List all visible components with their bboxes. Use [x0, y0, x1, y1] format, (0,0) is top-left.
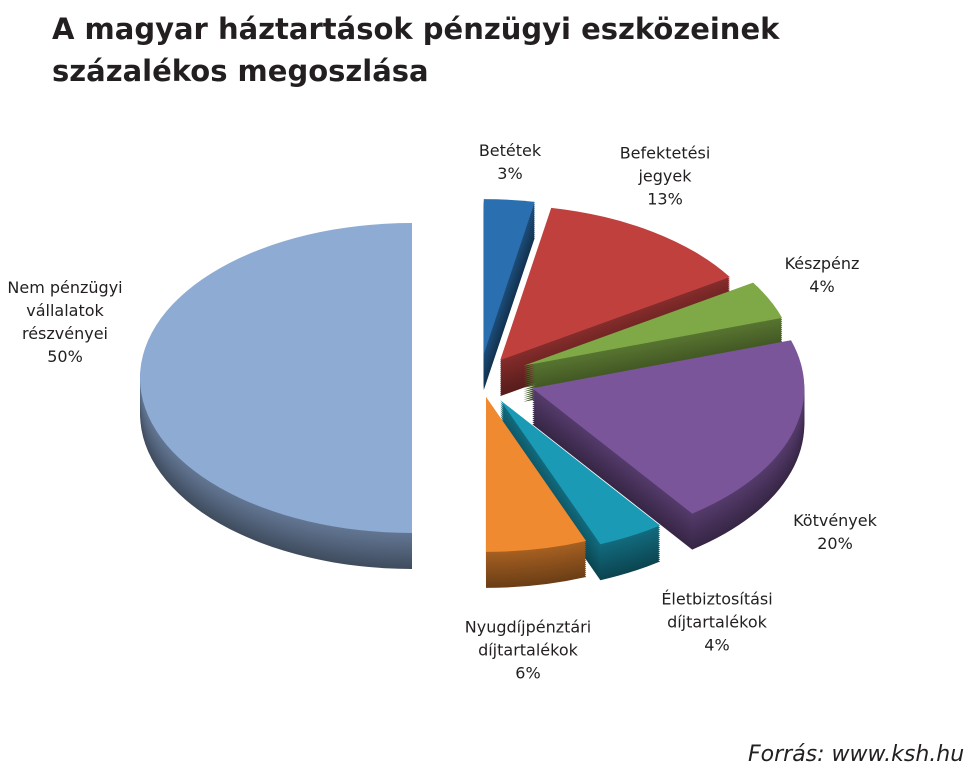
category-label: Készpénz: [784, 254, 860, 273]
slice-label: Készpénz 4%: [777, 252, 867, 298]
value-label: 13%: [647, 189, 683, 209]
slice: [500, 207, 730, 361]
slice-label: Életbiztosítási díjtartalékok 4%: [642, 588, 792, 657]
chart-title: A magyar háztartások pénzügyi eszközeine…: [52, 12, 780, 88]
slice: [523, 282, 783, 366]
slice-label: Kötvények 20%: [780, 509, 890, 555]
slice: [483, 199, 535, 355]
slice: [485, 396, 587, 552]
slice-label: Betétek 3%: [465, 139, 555, 185]
category-label: Betétek: [478, 141, 542, 160]
value-label: 50%: [47, 347, 83, 366]
slice: [140, 223, 412, 533]
category-label: Kötvények: [793, 511, 877, 530]
value-label: 4%: [809, 277, 835, 296]
value-label: 20%: [817, 534, 853, 553]
category-label: Nyugdíjpénztári díjtartalékok: [464, 617, 592, 660]
value-label: 4%: [704, 635, 730, 655]
slice-tops: [140, 199, 805, 552]
slice-label: Nyugdíjpénztári díjtartalékok 6%: [443, 616, 613, 685]
slice-label: Nem pénzügyi vállalatok részvényei 50%: [0, 276, 133, 368]
category-label: Befektetési jegyek: [619, 143, 711, 186]
slice: [500, 400, 661, 545]
category-label: Nem pénzügyi vállalatok részvényei: [7, 278, 123, 343]
value-label: 6%: [515, 663, 541, 683]
category-label: Életbiztosítási díjtartalékok: [661, 589, 773, 632]
value-label: 3%: [497, 164, 523, 183]
slice: [532, 340, 805, 514]
slice-label: Befektetési jegyek 13%: [600, 142, 730, 211]
source-note: Forrás: www.ksh.hu: [748, 742, 965, 767]
